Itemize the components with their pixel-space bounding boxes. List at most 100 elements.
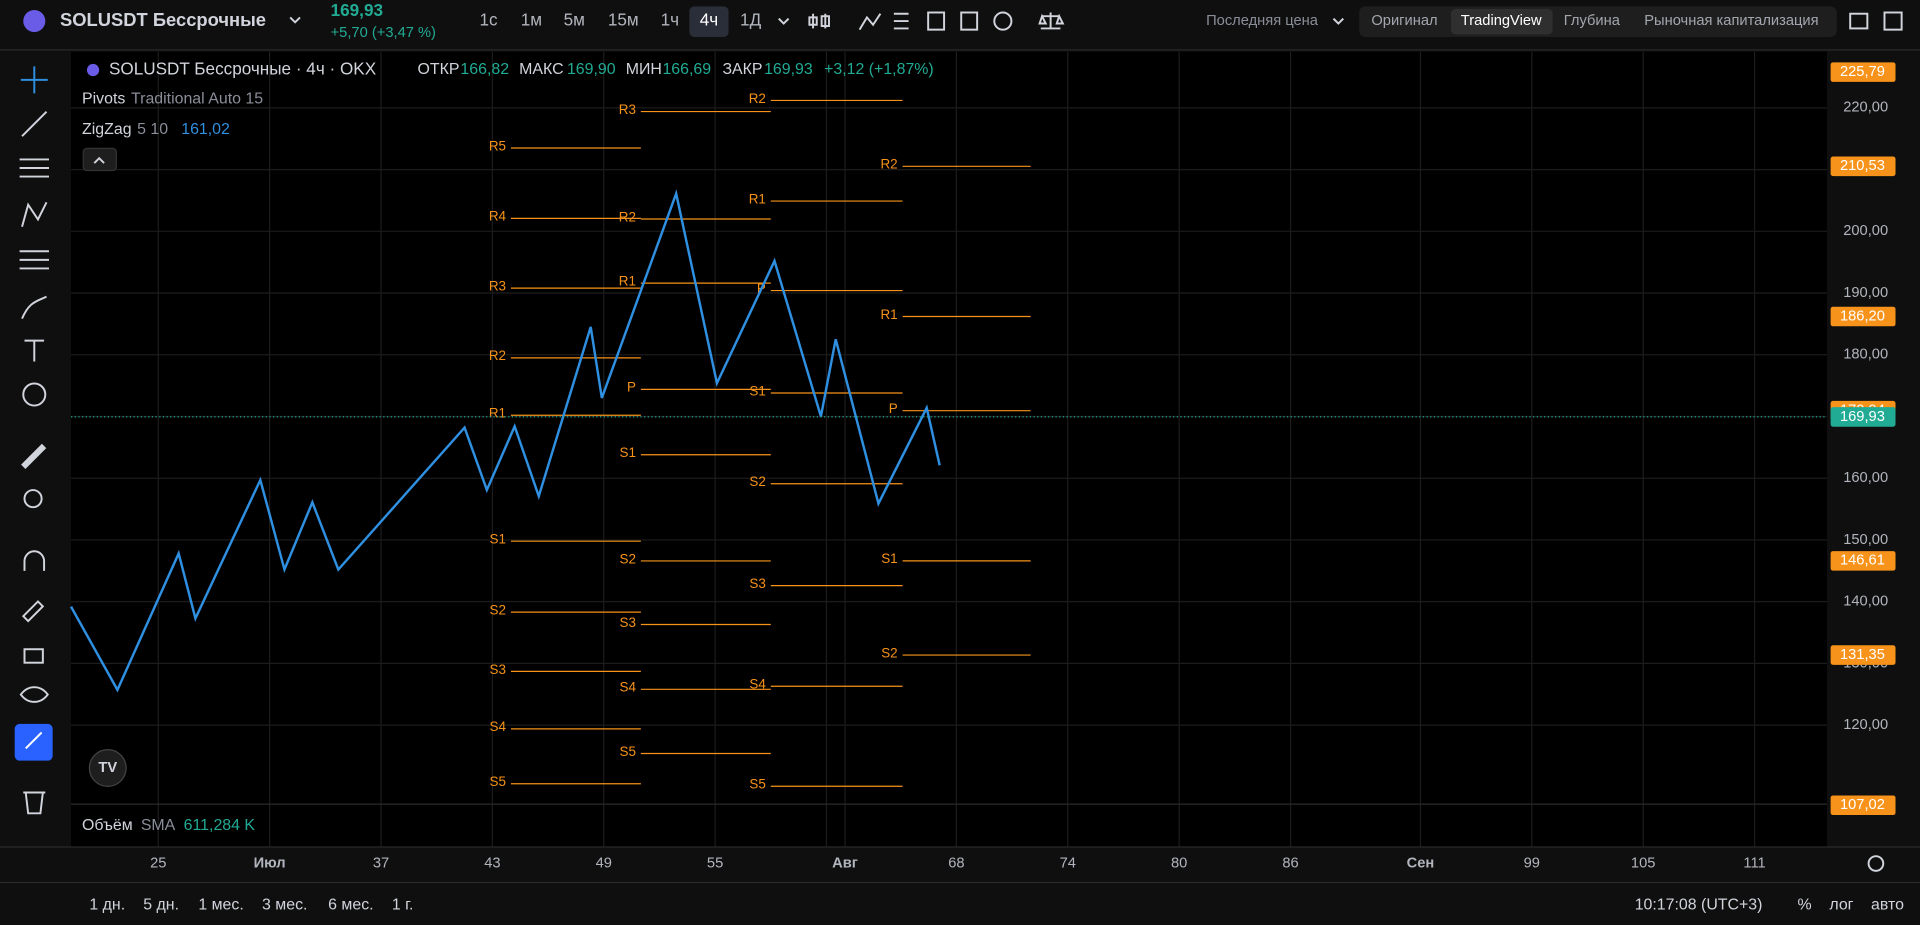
view-button[interactable]: TradingView [1461, 13, 1542, 29]
log-toggle[interactable]: лог [1829, 896, 1853, 913]
price-source-dropdown[interactable] [1332, 17, 1344, 25]
text-tool[interactable] [24, 339, 45, 362]
range-button[interactable]: 6 мес. [328, 896, 373, 913]
replay[interactable] [960, 11, 979, 31]
price-label-box [1830, 156, 1896, 177]
range-button[interactable]: 5 дн. [143, 896, 179, 913]
measure-tool[interactable] [21, 443, 47, 469]
axis-settings[interactable] [1867, 855, 1885, 872]
symbol-dropdown[interactable] [289, 16, 301, 24]
pivot-label: S5 [619, 744, 635, 759]
pattern-tool[interactable] [21, 201, 48, 228]
pivot-label: R5 [489, 138, 506, 153]
range-button[interactable]: 1 мес. [198, 896, 243, 913]
trend-line-tool[interactable] [21, 110, 48, 137]
view-button[interactable]: Рыночная капитализация [1644, 13, 1818, 29]
last-price: 169,93 [331, 0, 383, 20]
interval-button[interactable]: 4ч [700, 10, 718, 30]
pivot-label: S4 [749, 677, 766, 692]
alert[interactable] [927, 11, 946, 31]
range-button[interactable]: 3 мес. [262, 896, 307, 913]
auto-toggle[interactable]: авто [1871, 896, 1904, 913]
range-button[interactable]: 1 дн. [89, 896, 125, 913]
pivot-label: R2 [489, 348, 506, 363]
zigzag-value: 161,02 [181, 121, 230, 138]
crosshair-tool[interactable] [20, 66, 48, 94]
pivot-label: R1 [880, 307, 897, 322]
x-tick-label: 68 [948, 855, 964, 871]
pivot-label: S3 [749, 576, 765, 591]
volume-ma: SMA [141, 817, 176, 834]
delete-tool[interactable] [23, 791, 46, 815]
drawing-mode[interactable] [21, 600, 45, 623]
link-tool[interactable] [14, 723, 53, 761]
pivot-label: S2 [881, 645, 897, 660]
price-source[interactable]: Последняя цена [1206, 13, 1319, 29]
x-tick-label: 74 [1060, 855, 1076, 871]
volume-name: Объём [82, 817, 133, 834]
pivots-params: Traditional Auto 15 [131, 91, 263, 108]
zoom-tool[interactable] [23, 489, 43, 509]
projection-tool[interactable] [19, 250, 49, 270]
volume-value: 611,284 K [184, 817, 256, 834]
pivot-label: S2 [749, 474, 765, 489]
hide-tool[interactable] [19, 686, 49, 703]
tv-logo[interactable] [88, 749, 127, 787]
x-tick-label: 43 [484, 855, 500, 871]
price-label-box [1830, 306, 1896, 327]
candle-type[interactable] [808, 13, 830, 29]
interval-dropdown[interactable] [778, 17, 790, 25]
zigzag-line [69, 189, 941, 693]
screenshot[interactable] [1883, 11, 1903, 31]
pivots-name: Pivots [82, 91, 125, 108]
percent-toggle[interactable]: % [1798, 896, 1812, 913]
y-tick-label: 220,00 [1843, 100, 1888, 116]
price-label: 225,79 [1840, 64, 1885, 80]
view-button[interactable]: Глубина [1564, 13, 1621, 29]
x-tick-label: 111 [1743, 855, 1765, 871]
interval-button[interactable]: 1м [521, 10, 542, 30]
fib-tool[interactable] [19, 158, 49, 178]
pivot-label: R2 [619, 209, 636, 224]
pivot-label: S4 [619, 680, 636, 695]
indicators[interactable] [858, 13, 882, 31]
interval-button[interactable]: 15м [608, 10, 639, 30]
interval-button[interactable]: 5м [564, 10, 585, 30]
price-label: 186,20 [1840, 308, 1885, 324]
lock-tool[interactable] [23, 648, 44, 664]
symbol-logo [23, 10, 46, 33]
pivot-label: S5 [749, 777, 765, 792]
pivot-label: S1 [749, 383, 765, 398]
pivot-label: R2 [880, 157, 897, 172]
emoji-tool[interactable] [22, 382, 47, 407]
brush-tool[interactable] [21, 295, 47, 320]
y-tick-label: 160,00 [1843, 470, 1888, 486]
x-tick-label: Авг [832, 855, 858, 871]
interval-button[interactable]: 1Д [740, 10, 762, 30]
last-price-label: 169,93 [1840, 409, 1885, 425]
fullscreen[interactable] [1849, 12, 1869, 30]
settings[interactable] [993, 11, 1013, 31]
pivot-label: S1 [881, 551, 897, 566]
pivot-label: S1 [490, 532, 506, 547]
ohlc-label: МИН [626, 61, 662, 78]
ohlc-value: 166,82 [460, 61, 509, 78]
templates[interactable] [893, 12, 909, 30]
price-label: 131,35 [1840, 647, 1885, 663]
interval-button[interactable]: 1ч [661, 10, 679, 30]
x-tick-label: 80 [1171, 855, 1187, 871]
pivot-label: S4 [490, 719, 507, 734]
x-tick-label: 55 [707, 855, 723, 871]
price-label-box [1830, 645, 1896, 665]
legend-title: SOLUSDT Бессрочные · 4ч · OKX [109, 59, 377, 79]
range-button[interactable]: 1 г. [392, 896, 414, 913]
compare[interactable] [1038, 12, 1065, 30]
y-tick-label: 180,00 [1843, 347, 1888, 363]
magnet-tool[interactable] [23, 550, 46, 571]
tv-logo-text: TV [98, 760, 117, 776]
view-button[interactable]: Оригинал [1371, 13, 1437, 29]
symbol[interactable]: SOLUSDT Бессрочные [60, 9, 266, 30]
collapse-icon [93, 156, 105, 164]
legend-change: +3,12 (+1,87%) [824, 61, 934, 78]
interval-button[interactable]: 1с [480, 10, 499, 30]
